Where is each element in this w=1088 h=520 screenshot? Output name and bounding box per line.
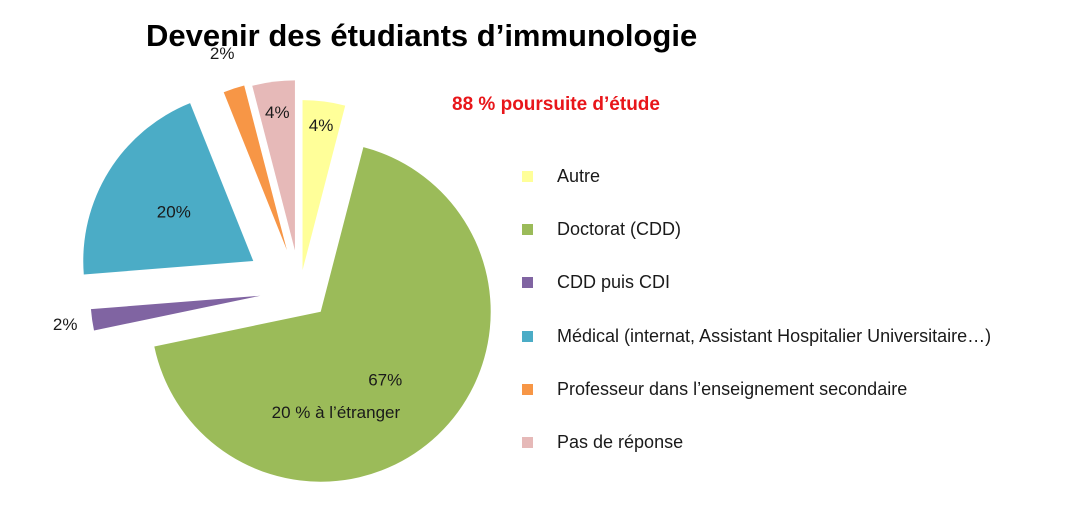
pie-slice-1 bbox=[302, 100, 346, 271]
pie-slice-3 bbox=[90, 295, 261, 331]
legend-label: Autre bbox=[557, 166, 601, 187]
slice-label-2: 67% bbox=[368, 370, 402, 389]
legend-label: Pas de réponse bbox=[557, 432, 684, 453]
slice-label-5: 2% bbox=[210, 44, 235, 63]
legend-item-1: Autre bbox=[522, 150, 991, 203]
legend: Autre Doctorat (CDD) CDD puis CDI Médical (… bbox=[522, 150, 991, 469]
legend-label: Professeur dans l’enseignement secondair… bbox=[557, 378, 908, 399]
slice-label-6: 4% bbox=[265, 103, 290, 122]
slice-label-3: 2% bbox=[53, 315, 78, 334]
legend-label: Doctorat (CDD) bbox=[557, 219, 682, 240]
slice-label-4: 20% bbox=[157, 203, 191, 222]
chart-subtitle: 88 % poursuite d’étude bbox=[452, 94, 660, 115]
legend-swatch bbox=[522, 330, 533, 342]
legend-label: CDD puis CDI bbox=[557, 272, 671, 293]
legend-item-3: CDD puis CDI bbox=[522, 256, 991, 309]
legend-item-4: Médical (internat, Assistant Hospitalier… bbox=[522, 310, 991, 363]
legend-swatch bbox=[522, 171, 533, 183]
slice-sublabel-2: 20 % à l’étranger bbox=[272, 403, 401, 422]
legend-swatch bbox=[522, 383, 533, 395]
legend-item-2: Doctorat (CDD) bbox=[522, 203, 991, 256]
chart-title: Devenir des étudiants d’immunologie bbox=[146, 18, 698, 53]
pie-slice-5 bbox=[223, 85, 287, 251]
legend-swatch bbox=[522, 277, 533, 289]
legend-swatch bbox=[522, 224, 533, 236]
pie-slice-6 bbox=[252, 80, 295, 251]
legend-swatch bbox=[522, 437, 533, 449]
legend-item-6: Pas de réponse bbox=[522, 416, 991, 469]
legend-label: Médical (internat, Assistant Hospitalier… bbox=[557, 325, 992, 346]
legend-item-5: Professeur dans l’enseignement secondair… bbox=[522, 363, 991, 416]
slice-label-1: 4% bbox=[309, 116, 334, 135]
pie-slice-2 bbox=[154, 147, 491, 482]
pie-slice-4 bbox=[83, 103, 254, 275]
